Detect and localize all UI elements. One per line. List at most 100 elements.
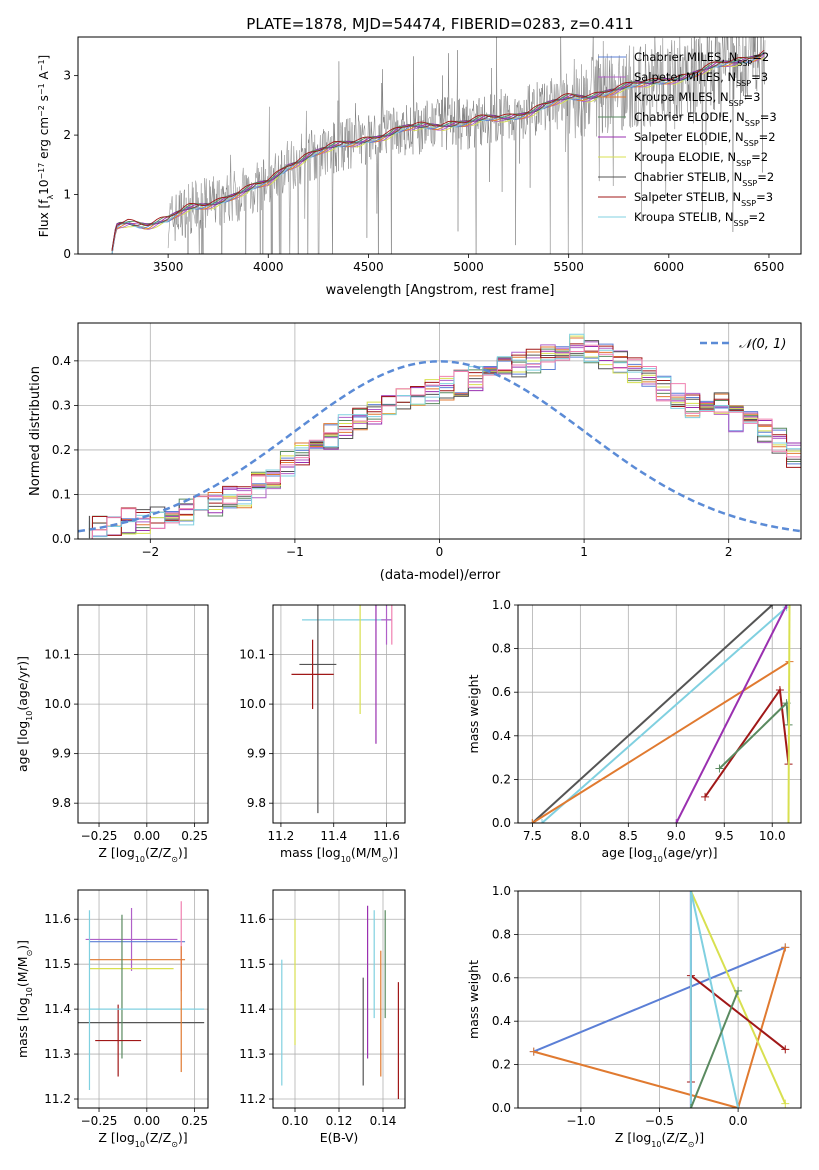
x-tick-label: 8.0 [571, 829, 590, 843]
y-tick-label: 9.8 [52, 796, 71, 810]
legend-entry: Salpeter STELIB, NSSP=3 [634, 190, 773, 208]
legend-entry: Salpeter MILES, NSSP=3 [634, 70, 768, 88]
weight-line-kroupa_elodie [689, 891, 787, 1105]
y-tick-label: 0 [63, 247, 71, 261]
y-tick-label: 11.4 [44, 1002, 71, 1016]
model-line-salpeter_stelib [111, 49, 765, 251]
weight-line-kroupa_elodie [787, 605, 791, 823]
x-tick-label: 10.0 [759, 829, 786, 843]
normal-curve [78, 360, 801, 533]
y-tick-label: 0.8 [492, 642, 511, 656]
weight-marker [768, 605, 777, 609]
y-tick-label: 11.3 [44, 1047, 71, 1061]
x-tick-label: −0.25 [81, 1114, 118, 1128]
residual-legend: 𝒩(0, 1) [700, 337, 786, 352]
x-tick-label: 1 [580, 545, 588, 559]
x-tick-label: 0.25 [181, 1114, 208, 1128]
panel-xlabel: age [log10(age/yr)] [601, 845, 717, 864]
x-tick-label: 4000 [253, 260, 284, 274]
y-tick-label: 11.6 [239, 912, 266, 926]
axes-frame [77, 322, 802, 540]
x-tick-label: 0.00 [133, 829, 160, 843]
panel-xlabel: Z [log10(Z/Z⊙)] [98, 845, 187, 864]
y-tick-label: 1.0 [492, 884, 511, 898]
histogram-chabrier_elodie [78, 348, 801, 539]
y-tick-label: 0.2 [52, 443, 71, 457]
y-tick-label: 0.0 [492, 1101, 511, 1115]
y-tick-label: 9.9 [52, 747, 71, 761]
weight-marker [782, 605, 791, 609]
x-tick-label: 8.5 [619, 829, 638, 843]
weight-marker [528, 819, 537, 823]
weight-marker [686, 1104, 695, 1108]
x-tick-label: 0 [436, 545, 444, 559]
y-tick-label: 0.3 [52, 398, 71, 412]
y-tick-label: 11.5 [44, 957, 71, 971]
legend-entry: Chabrier STELIB, NSSP=2 [634, 170, 774, 188]
model-line-kroupa_miles [111, 53, 765, 254]
axes-frame [77, 604, 209, 824]
y-tick-label: 10.1 [44, 648, 71, 662]
y-tick-label: 0.4 [492, 1014, 511, 1028]
weight-line-salpeter_elodie [675, 605, 788, 823]
weight-marker [529, 1047, 538, 1056]
x-tick-label: 0.00 [133, 1114, 160, 1128]
histogram-salpeter_elodie [78, 345, 801, 539]
residual-xlabel: (data-model)/error [380, 568, 501, 583]
y-tick-label: 0.4 [492, 729, 511, 743]
legend-entry: Chabrier ELODIE, NSSP=3 [634, 110, 777, 128]
age-vs-mass-panel: 11.2 11.4 11.6 9.8 9.9 10.0 10.1 mass [log10(M/… [239, 604, 406, 864]
x-tick-label: 3500 [153, 260, 184, 274]
weight-lines [528, 605, 794, 823]
x-tick-label: 11.2 [268, 829, 295, 843]
x-tick-label: 0.14 [370, 1114, 397, 1128]
weight-line-kroupa_miles [533, 947, 787, 1108]
panel-ylabel: mass weight [466, 674, 481, 753]
weight-marker [784, 819, 793, 823]
error-bars [291, 605, 393, 814]
weight-line-kroupa_stelib [541, 606, 788, 823]
observed-spectrum [167, 37, 766, 254]
panel-xlabel: mass [log10(M/M⊙)] [280, 845, 398, 864]
x-tick-label: 4500 [353, 260, 384, 274]
axes-frame [272, 604, 406, 824]
x-tick-label: 11.4 [320, 829, 347, 843]
x-tick-label: 0.10 [282, 1114, 309, 1128]
x-tick-label: 7.5 [523, 829, 542, 843]
error-bars [88, 515, 91, 539]
histogram-pink [78, 344, 801, 539]
residual-panel: −2 −1 0 1 2 0.0 0.1 0.2 0.3 0.4 (data-model)/erro… [28, 322, 802, 583]
y-tick-label: 11.4 [239, 1002, 266, 1016]
y-tick-label: 11.6 [44, 912, 71, 926]
x-tick-label: 9.0 [667, 829, 686, 843]
x-tick-label: 5500 [553, 260, 584, 274]
y-tick-label: 11.2 [239, 1092, 266, 1106]
weight-line-chabrier_miles [533, 946, 786, 1053]
mass-vs-extinction-panel: 0.10 0.12 0.14 11.2 11.3 11.4 11.5 11.6 E(B-V) [239, 889, 406, 1145]
x-tick-label: 6000 [654, 260, 685, 274]
y-tick-label: 0.0 [52, 532, 71, 546]
weight-marker [781, 1045, 790, 1054]
panel-ylabel: mass weight [466, 960, 481, 1039]
axes-frame [77, 889, 209, 1109]
weight-marker [672, 819, 681, 823]
y-tick-label: 3 [63, 69, 71, 83]
x-tick-label: 5000 [453, 260, 484, 274]
weight-marker [775, 686, 784, 695]
weight-vs-age-panel: 7.5 8.0 8.5 9.0 9.5 10.0 0.0 0.2 0.4 0.6 0.8 1.0 age… [466, 598, 802, 864]
normal-legend-label: 𝒩(0, 1) [739, 337, 786, 352]
y-tick-label: 11.3 [239, 1047, 266, 1061]
axes-frame [517, 890, 802, 1109]
y-tick-label: 1 [63, 188, 71, 202]
weight-marker [734, 1104, 743, 1108]
x-tick-label: 9.5 [715, 829, 734, 843]
y-tick-label: 11.5 [239, 957, 266, 971]
weight-line-kroupa_miles [531, 660, 791, 823]
x-tick-label: −2 [141, 545, 159, 559]
legend-entry: Kroupa STELIB, NSSP=2 [634, 210, 765, 228]
x-tick-label: −1.0 [566, 1114, 595, 1128]
panel-xlabel: Z [log10(Z/Z⊙)] [615, 1130, 704, 1149]
panel-ylabel: mass [log10(M/M⊙)] [15, 940, 34, 1058]
weight-marker [781, 1099, 790, 1108]
